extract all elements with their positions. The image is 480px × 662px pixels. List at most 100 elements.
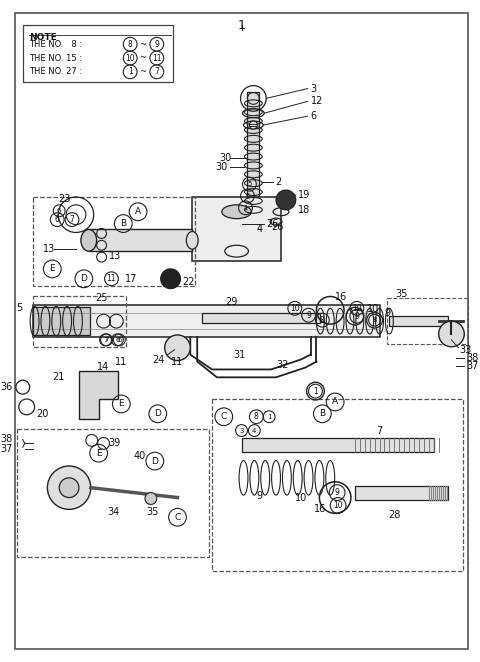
Text: 37: 37 (0, 444, 13, 454)
Text: 5: 5 (247, 181, 252, 187)
Text: 7: 7 (376, 426, 383, 436)
Bar (355, 486, 448, 500)
Text: 39: 39 (108, 438, 121, 448)
Text: 37: 37 (466, 361, 479, 371)
Text: 20: 20 (36, 408, 49, 419)
Text: 19: 19 (298, 190, 310, 200)
Text: E: E (49, 264, 55, 273)
Bar (33, 197, 195, 286)
Text: NOTE: NOTE (29, 33, 57, 42)
Text: 16: 16 (335, 291, 348, 301)
Text: 8: 8 (372, 317, 377, 323)
Text: A: A (135, 207, 141, 216)
Text: ~: ~ (140, 40, 146, 49)
Text: 26: 26 (271, 222, 284, 232)
Polygon shape (79, 371, 119, 418)
Text: 35: 35 (147, 507, 159, 517)
Ellipse shape (81, 230, 96, 251)
Text: 6: 6 (57, 208, 61, 214)
Text: 4: 4 (252, 428, 256, 434)
Bar (33, 307, 90, 335)
Text: 10: 10 (333, 501, 343, 510)
Text: 4: 4 (256, 224, 263, 234)
Text: 10: 10 (290, 304, 300, 313)
Text: THE NO.   8 :: THE NO. 8 : (29, 40, 82, 49)
Circle shape (161, 269, 180, 289)
Text: THE NO. 27 :: THE NO. 27 : (29, 68, 82, 76)
Text: 3: 3 (311, 83, 317, 93)
Text: 6: 6 (115, 337, 120, 343)
Text: 34: 34 (108, 507, 120, 517)
Text: 9: 9 (306, 310, 311, 320)
Text: 31: 31 (233, 350, 246, 359)
Bar (241, 438, 434, 452)
Circle shape (439, 321, 464, 347)
Text: 38: 38 (466, 353, 479, 363)
Bar (212, 399, 463, 571)
Text: 7: 7 (104, 337, 109, 343)
Ellipse shape (186, 232, 198, 249)
Text: 7: 7 (70, 215, 74, 224)
Text: 7: 7 (155, 68, 159, 76)
Circle shape (276, 190, 296, 210)
Text: 8: 8 (128, 40, 132, 49)
Text: 38: 38 (0, 434, 13, 444)
Text: 5: 5 (16, 303, 23, 313)
Text: 1: 1 (243, 205, 248, 211)
Text: 33: 33 (459, 345, 471, 355)
Bar (389, 316, 448, 326)
Text: 26: 26 (266, 218, 278, 228)
Text: E: E (119, 399, 124, 408)
Text: 8: 8 (254, 412, 259, 421)
Bar (89, 230, 192, 251)
Text: 36: 36 (0, 382, 13, 392)
Text: 9: 9 (155, 40, 159, 49)
Text: 9: 9 (384, 308, 391, 318)
Text: C: C (221, 412, 227, 421)
Text: 29: 29 (226, 297, 238, 307)
Text: 6: 6 (117, 337, 121, 343)
Text: 11: 11 (152, 54, 162, 62)
Bar (248, 91, 259, 210)
Text: 1: 1 (313, 387, 318, 396)
Bar (33, 295, 126, 347)
Text: ~: ~ (140, 68, 146, 76)
Text: 13: 13 (42, 244, 55, 254)
Text: 23: 23 (58, 194, 71, 204)
Text: E: E (96, 449, 101, 457)
Text: D: D (151, 457, 158, 465)
Text: 6: 6 (55, 215, 60, 224)
Text: 30: 30 (216, 162, 228, 172)
Text: 25: 25 (96, 293, 108, 303)
Text: 28: 28 (388, 510, 400, 520)
Text: 12: 12 (311, 97, 323, 107)
Circle shape (250, 121, 257, 129)
Circle shape (165, 335, 190, 361)
Text: A: A (332, 397, 338, 406)
Text: C: C (174, 513, 180, 522)
Bar (192, 197, 281, 261)
Circle shape (59, 478, 79, 498)
Text: 1: 1 (238, 19, 245, 32)
Bar (17, 428, 209, 557)
Text: 10: 10 (125, 54, 135, 62)
Text: 14: 14 (97, 363, 110, 373)
Text: B: B (120, 219, 126, 228)
Text: 9: 9 (256, 491, 263, 500)
Text: 30: 30 (219, 152, 232, 163)
Text: 21: 21 (52, 372, 64, 383)
Text: 11: 11 (115, 357, 127, 367)
Text: 10: 10 (352, 304, 361, 313)
Text: 9: 9 (335, 488, 339, 497)
Bar (23, 24, 172, 81)
Text: 22: 22 (182, 277, 195, 287)
Text: 11: 11 (171, 357, 184, 367)
Text: 35: 35 (395, 289, 408, 299)
Bar (33, 305, 380, 337)
Text: 6: 6 (311, 111, 317, 121)
Text: 11: 11 (107, 274, 116, 283)
Bar (387, 299, 468, 344)
Text: 40: 40 (133, 451, 145, 461)
Text: 10: 10 (367, 305, 379, 314)
Text: 32: 32 (277, 359, 289, 369)
